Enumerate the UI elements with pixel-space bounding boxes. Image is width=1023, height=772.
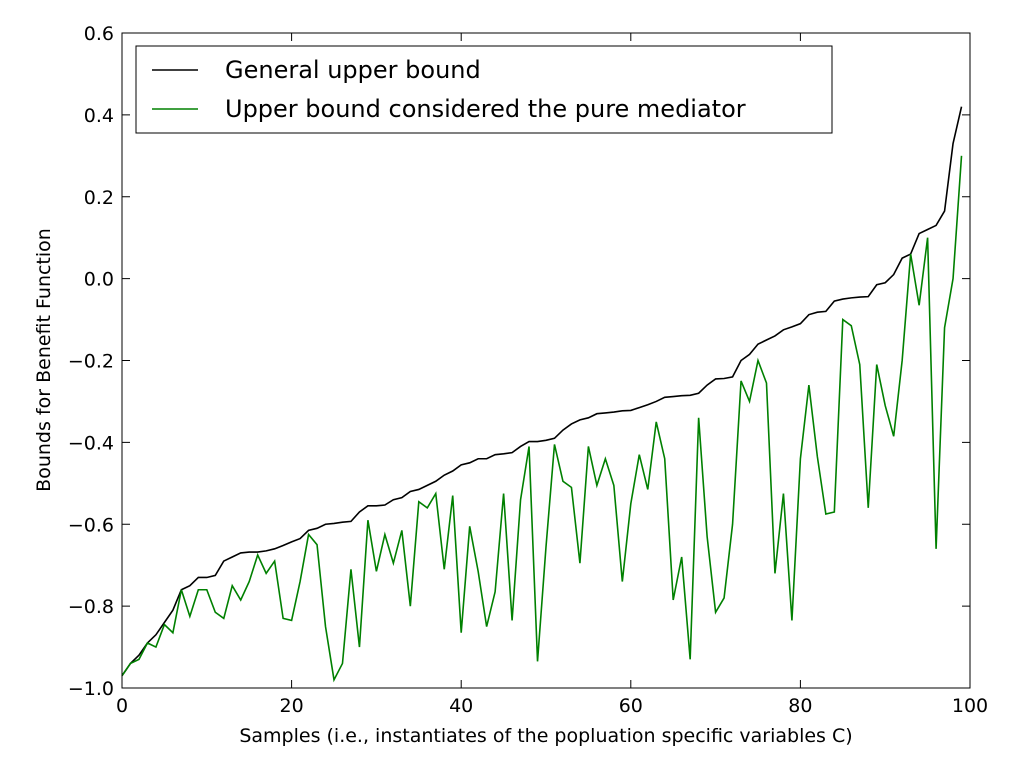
legend-label-general-upper-bound: General upper bound [225, 56, 481, 84]
x-tick-label: 100 [952, 695, 988, 717]
series-line-general-upper-bound [121, 106, 963, 677]
plot-area [121, 106, 963, 683]
x-tick-label: 0 [116, 695, 128, 717]
legend-box [135, 45, 833, 134]
x-axis: 0 20 40 60 80 100 [116, 33, 988, 717]
x-tick-label: 60 [619, 695, 643, 717]
y-axis: −1.0 −0.8 −0.6 −0.4 −0.2 0.0 0.2 0.4 0.6 [68, 23, 970, 700]
x-tick-label: 40 [449, 695, 473, 717]
legend: General upper bound Upper bound consider… [135, 45, 833, 134]
y-axis-label: Bounds for Benefit Function [33, 228, 55, 492]
series-line-pure-mediator-upper-bound [121, 155, 963, 683]
x-axis-label: Samples (i.e., instantiates of the poplu… [239, 725, 852, 747]
y-tick-label: −0.2 [68, 351, 114, 373]
y-tick-label: 0.0 [84, 269, 114, 291]
series-layer [121, 106, 963, 683]
y-tick-label: 0.6 [84, 23, 114, 45]
legend-label-pure-mediator-upper-bound: Upper bound considered the pure mediator [225, 95, 746, 123]
x-tick-label: 80 [788, 695, 812, 717]
y-tick-label: −0.8 [68, 596, 114, 618]
y-tick-label: −1.0 [68, 678, 114, 700]
y-tick-label: −0.6 [68, 514, 114, 536]
y-tick-label: 0.2 [84, 187, 114, 209]
x-tick-label: 20 [280, 695, 304, 717]
y-tick-label: 0.4 [84, 105, 114, 127]
y-tick-label: −0.4 [68, 432, 114, 454]
